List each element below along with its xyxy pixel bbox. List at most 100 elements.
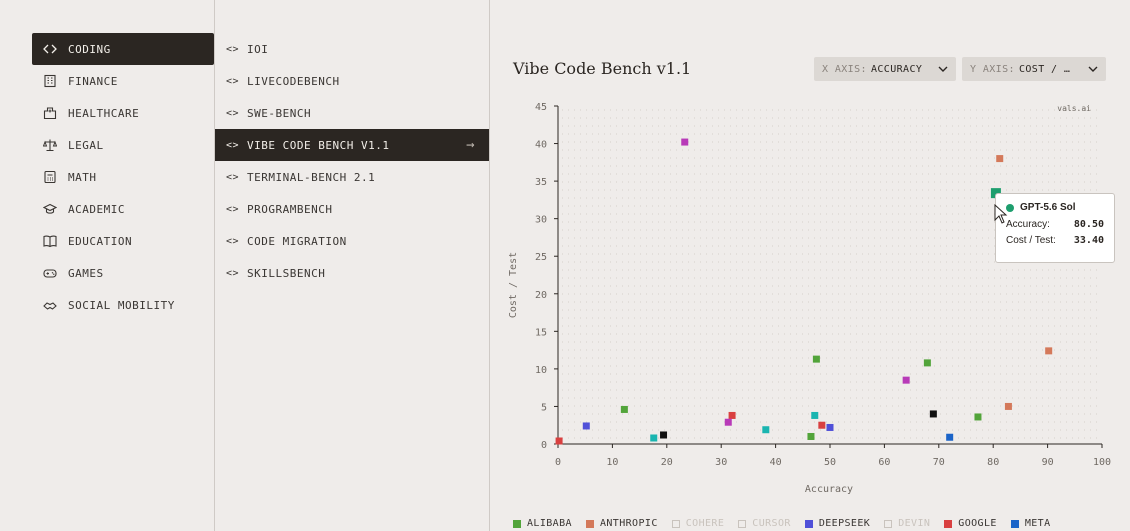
sidebar-item-label: GAMES (68, 266, 104, 280)
legend-item-anthropic[interactable]: ANTHROPIC (585, 518, 658, 529)
data-point (923, 359, 931, 367)
y-tick-label: 25 (535, 252, 547, 263)
code-icon: <> (226, 75, 240, 87)
category-sidebar: CODING FINANCE HEALTHCARE LEGAL MATH ACADEMIC… (0, 0, 215, 531)
x-tick-label: 70 (933, 457, 945, 468)
sidebar-item-label: ACADEMIC (68, 202, 125, 216)
chart-legend: ALIBABA ANTHROPIC COHERE CURSOR DEEPSEEK DEVI… (513, 518, 1065, 529)
benchmark-item-code-migration[interactable]: <> CODE MIGRATION (215, 225, 489, 257)
sidebar-item-education[interactable]: EDUCATION (32, 225, 214, 257)
sidebar-item-healthcare[interactable]: HEALTHCARE (32, 97, 214, 129)
chevron-down-icon (938, 66, 948, 72)
graduation-cap-icon (43, 203, 57, 214)
calculator-icon (42, 169, 58, 185)
tooltip-row: Cost / Test: 33.40 (1006, 235, 1104, 246)
category-list: CODING FINANCE HEALTHCARE LEGAL MATH ACADEMIC… (32, 33, 214, 321)
data-point (929, 410, 937, 418)
legend-item-alibaba[interactable]: ALIBABA (513, 518, 572, 529)
y-axis-select[interactable]: Y AXIS: COST / … (962, 57, 1106, 81)
y-tick-label: 10 (535, 365, 547, 376)
data-point (650, 434, 658, 442)
legend-item-cursor[interactable]: CURSOR (738, 518, 791, 529)
y-tick-label: 30 (535, 215, 547, 226)
x-axis-select[interactable]: X AXIS: ACCURACY (814, 57, 956, 81)
x-tick-label: 20 (661, 457, 673, 468)
tooltip-row-label: Cost / Test: (1006, 235, 1056, 246)
chevron-down-icon (1088, 66, 1098, 72)
handshake-icon (43, 302, 57, 310)
x-tick-label: 100 (1093, 457, 1111, 468)
data-point (1045, 347, 1053, 355)
benchmark-item-label: SWE-BENCH (247, 106, 312, 120)
code-icon: <> (226, 107, 240, 119)
x-axis-title: Accuracy (805, 484, 853, 495)
handshake-icon (42, 297, 58, 313)
code-icon: <> (226, 43, 240, 55)
legend-label: GOOGLE (958, 518, 997, 529)
y-axis-select-label: Y AXIS: (970, 63, 1015, 75)
data-point (1004, 402, 1012, 410)
benchmark-item-ioi[interactable]: <> IOI (215, 33, 489, 65)
sidebar-item-coding[interactable]: CODING (32, 33, 214, 65)
y-tick-label: 20 (535, 290, 547, 301)
benchmark-panel: <> IOI <> LIVECODEBENCH <> SWE-BENCH <> VIBE CO… (215, 0, 490, 531)
y-tick-label: 35 (535, 177, 547, 188)
data-point (660, 431, 668, 439)
data-point (818, 421, 826, 429)
benchmark-item-label: LIVECODEBENCH (247, 74, 340, 88)
sidebar-item-label: EDUCATION (68, 234, 133, 248)
x-axis-select-value: ACCURACY (870, 63, 923, 75)
tooltip-model-name: GPT-5.6 Sol (1020, 202, 1076, 213)
sidebar-item-math[interactable]: MATH (32, 161, 214, 193)
legend-item-deepseek[interactable]: DEEPSEEK (804, 518, 871, 529)
code-icon (43, 44, 57, 54)
benchmark-list: <> IOI <> LIVECODEBENCH <> SWE-BENCH <> VIBE CO… (215, 33, 489, 289)
x-tick-label: 50 (824, 457, 836, 468)
legend-item-google[interactable]: GOOGLE (944, 518, 997, 529)
arrow-right-icon: → (466, 137, 475, 153)
benchmark-item-swe-bench[interactable]: <> SWE-BENCH (215, 97, 489, 129)
legend-swatch (884, 519, 893, 528)
sidebar-item-finance[interactable]: FINANCE (32, 65, 214, 97)
sidebar-item-label: FINANCE (68, 74, 118, 88)
legend-item-meta[interactable]: META (1010, 518, 1051, 529)
data-point (974, 413, 982, 421)
gamepad-icon (43, 269, 57, 278)
legend-item-cohere[interactable]: COHERE (671, 518, 725, 529)
watermark-text: vals.ai (1057, 104, 1091, 113)
benchmark-item-livecodebench[interactable]: <> LIVECODEBENCH (215, 65, 489, 97)
legend-swatch (1010, 519, 1019, 528)
legend-label: CURSOR (752, 518, 791, 529)
sidebar-item-academic[interactable]: ACADEMIC (32, 193, 214, 225)
legend-label: ALIBABA (527, 518, 572, 529)
x-tick-label: 40 (770, 457, 782, 468)
sidebar-item-games[interactable]: GAMES (32, 257, 214, 289)
data-point (946, 433, 954, 441)
data-point (620, 405, 628, 413)
legend-swatch (585, 519, 594, 528)
building-icon (44, 74, 56, 88)
benchmark-item-terminal-bench-2-1[interactable]: <> TERMINAL-BENCH 2.1 (215, 161, 489, 193)
benchmark-item-programbench[interactable]: <> PROGRAMBENCH (215, 193, 489, 225)
code-icon: <> (226, 203, 240, 215)
sidebar-item-social-mobility[interactable]: SOCIAL MOBILITY (32, 289, 214, 321)
data-point (724, 418, 732, 426)
data-point (582, 422, 590, 430)
legend-swatch (671, 519, 680, 528)
y-axis-title: Cost / Test (508, 252, 519, 318)
benchmark-item-vibe-code-bench-v1-1[interactable]: <> VIBE CODE BENCH V1.1 → (215, 129, 489, 161)
benchmark-item-skillsbench[interactable]: <> SKILLSBENCH (215, 257, 489, 289)
sidebar-item-legal[interactable]: LEGAL (32, 129, 214, 161)
benchmark-item-label: CODE MIGRATION (247, 234, 347, 248)
legend-item-devin[interactable]: DEVIN (884, 518, 930, 529)
scales-icon (42, 137, 58, 153)
code-icon: <> (226, 235, 240, 247)
legend-label: META (1024, 518, 1051, 529)
y-tick-label: 5 (541, 402, 547, 413)
legend-label: DEEPSEEK (818, 518, 871, 529)
x-tick-label: 60 (878, 457, 890, 468)
code-icon: <> (226, 171, 240, 183)
legend-swatch (738, 519, 747, 528)
y-tick-label: 0 (541, 440, 547, 451)
data-point (811, 411, 819, 419)
